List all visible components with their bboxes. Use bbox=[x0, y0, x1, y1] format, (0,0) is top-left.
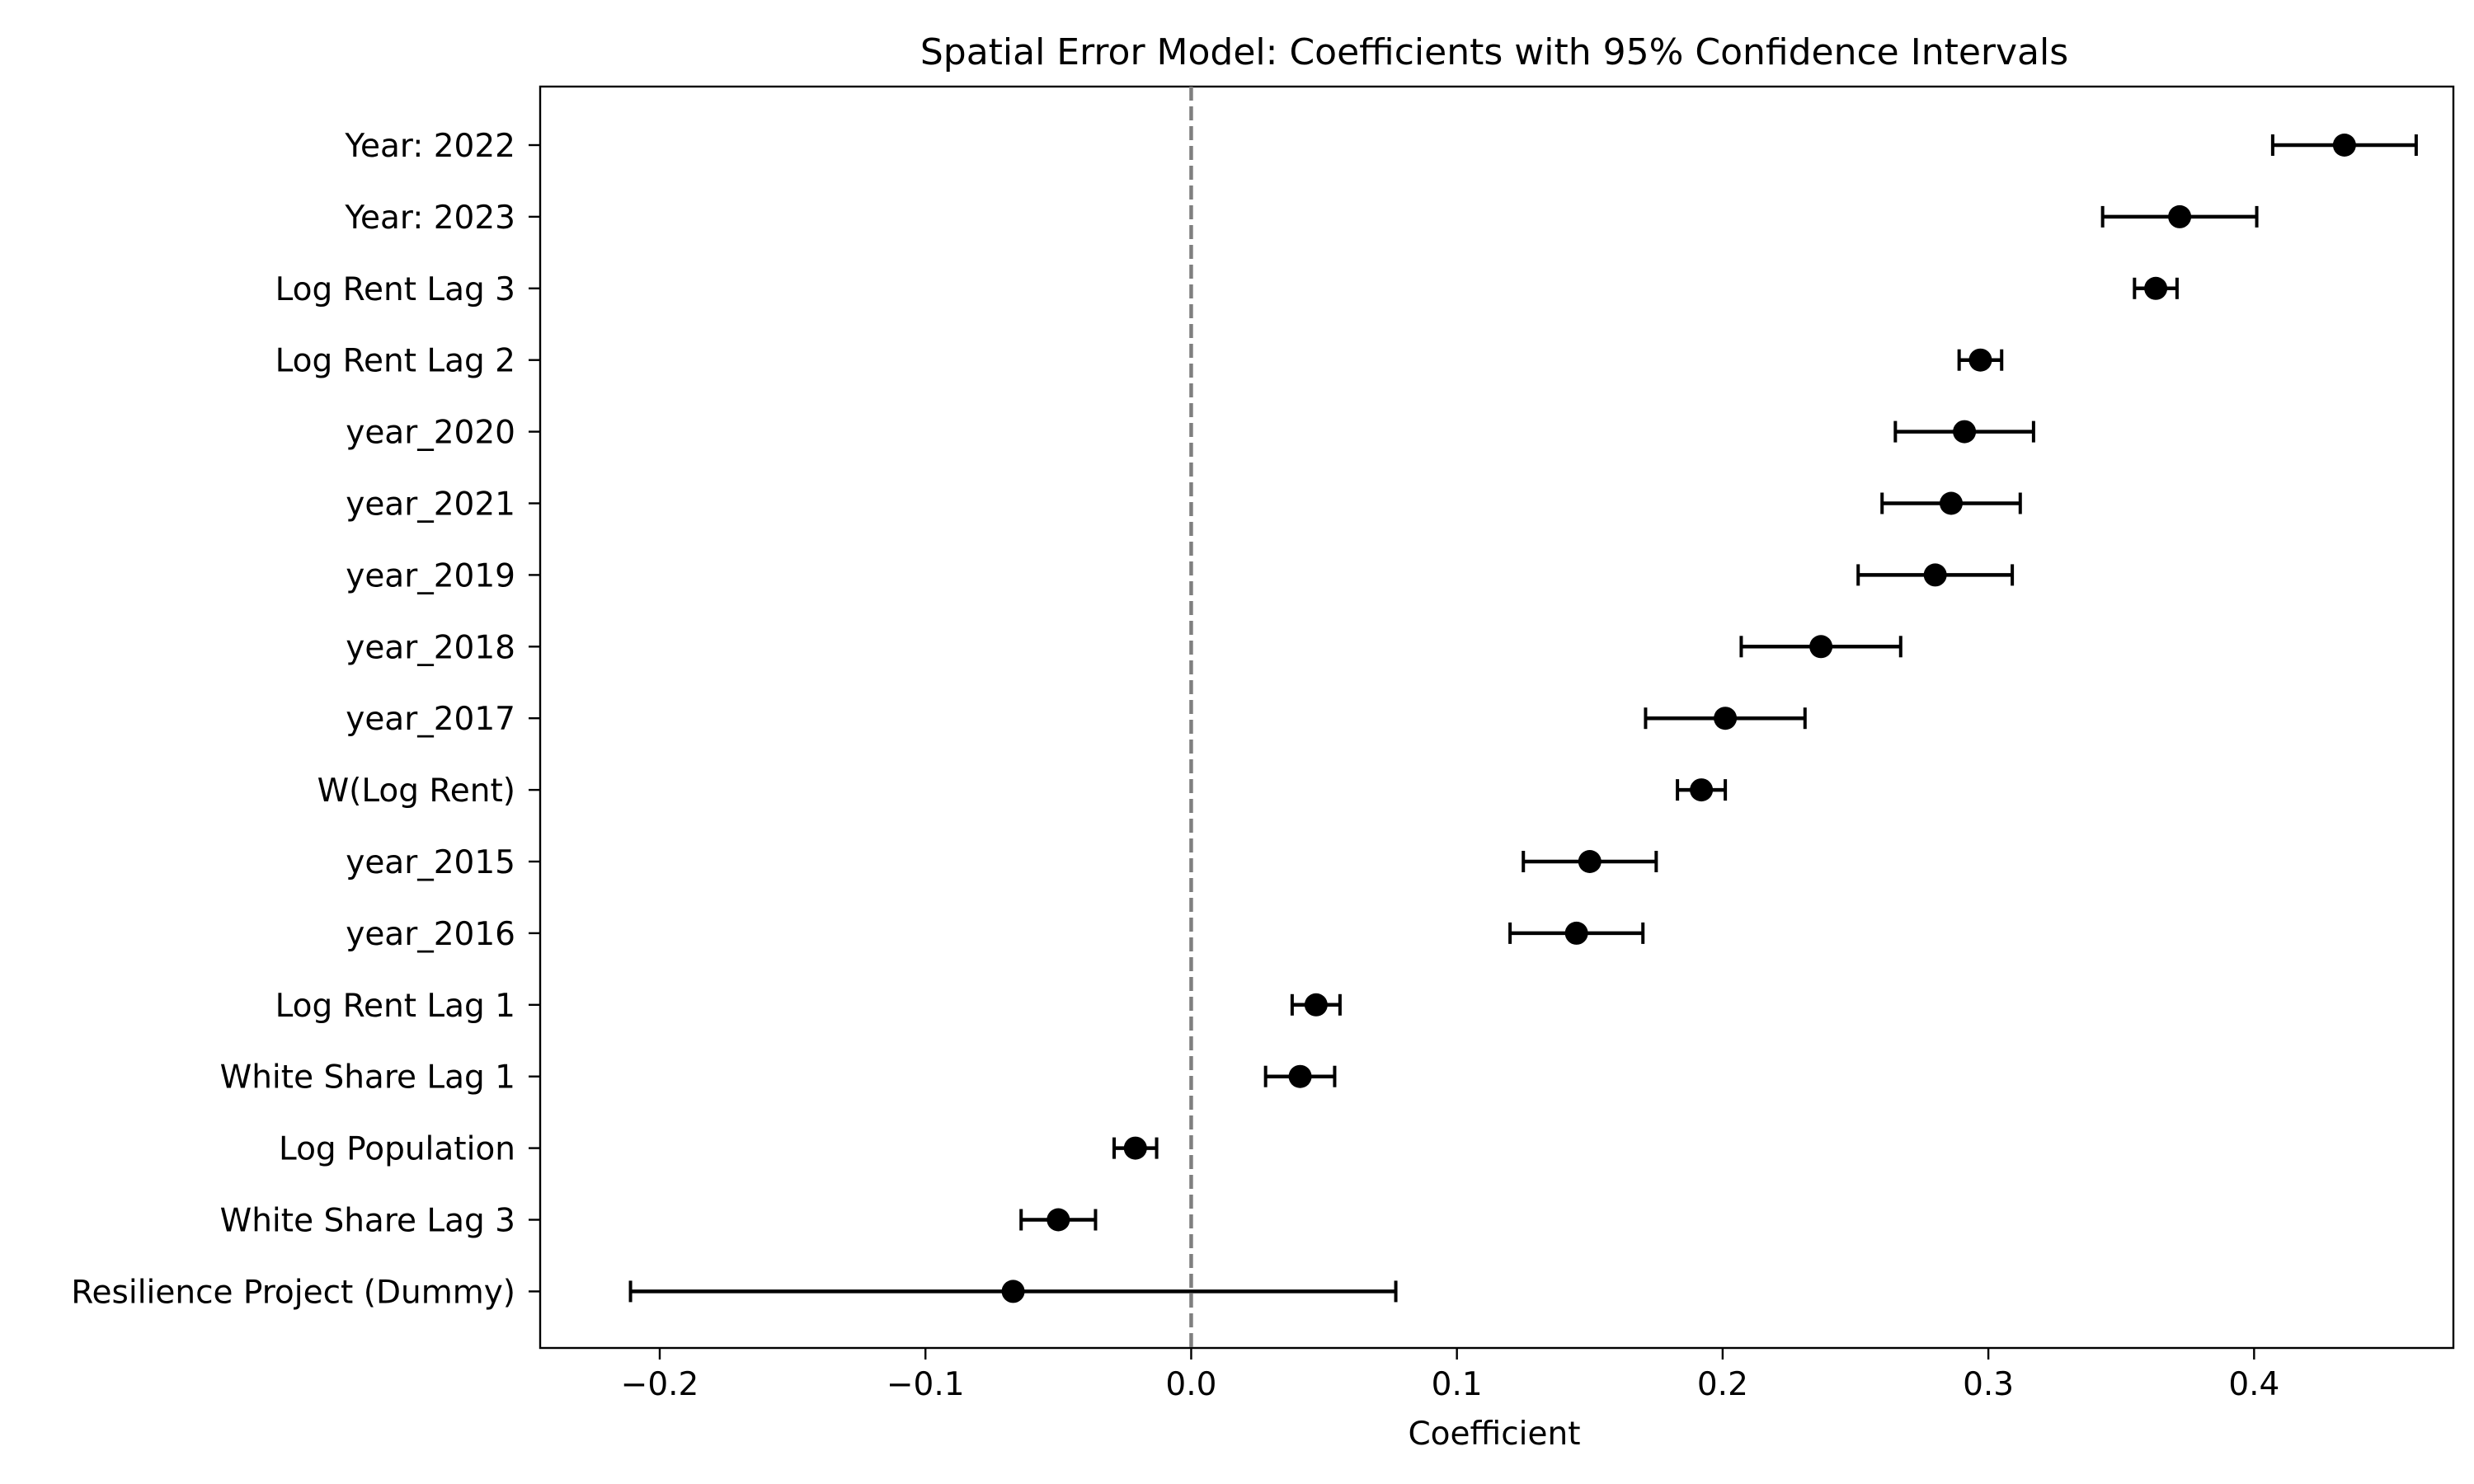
y-tick-label: year_2018 bbox=[346, 629, 515, 666]
coefficient-row bbox=[2133, 276, 2179, 300]
coefficient-row bbox=[2100, 204, 2259, 228]
plot-area bbox=[529, 85, 2455, 1360]
y-tick-label: White Share Lag 3 bbox=[220, 1203, 515, 1240]
coefficient-point bbox=[1968, 348, 1992, 372]
coefficient-point bbox=[1809, 635, 1833, 659]
coefficient-point bbox=[1953, 420, 1977, 444]
coefficient-point bbox=[1690, 778, 1714, 802]
y-tick-label: Log Rent Lag 1 bbox=[275, 988, 515, 1025]
coefficient-row bbox=[1522, 850, 1658, 873]
y-tick-label: W(Log Rent) bbox=[317, 773, 515, 810]
y-tick-label: White Share Lag 1 bbox=[220, 1059, 515, 1097]
coefficient-row bbox=[1112, 1136, 1159, 1160]
y-tick-label: Log Rent Lag 3 bbox=[275, 271, 515, 308]
coefficient-point bbox=[1940, 491, 1963, 515]
y-axis-tick-labels: Year: 2022 Year: 2023 Log Rent Lag 3 Log Re… bbox=[71, 128, 515, 1311]
coefficient-row bbox=[1263, 1064, 1337, 1088]
coefficient-row bbox=[1739, 635, 1903, 659]
x-tick-label: 0.1 bbox=[1432, 1366, 1483, 1403]
coefficient-point bbox=[1923, 563, 1947, 587]
y-tick-label: year_2016 bbox=[346, 916, 515, 953]
y-tick-label: year_2021 bbox=[346, 486, 515, 524]
y-tick-label: Year: 2022 bbox=[344, 128, 515, 165]
x-axis-tick-labels: −0.2 −0.1 0.0 0.1 0.2 0.3 0.4 bbox=[621, 1366, 2280, 1403]
coefficient-row bbox=[1957, 348, 2004, 372]
x-tick-label: 0.4 bbox=[2228, 1366, 2279, 1403]
chart-title: Spatial Error Model: Coefficients with 9… bbox=[920, 31, 2068, 73]
y-tick-label: year_2020 bbox=[346, 415, 515, 452]
coefficient-row bbox=[1856, 563, 2015, 587]
x-tick-label: 0.2 bbox=[1697, 1366, 1748, 1403]
coefficient-point bbox=[1001, 1280, 1025, 1303]
coefficient-point bbox=[2144, 276, 2168, 300]
coefficient-row bbox=[1676, 778, 1728, 802]
coefficient-row bbox=[628, 1280, 1398, 1303]
coefficient-row bbox=[2270, 134, 2418, 157]
coefficient-point bbox=[1047, 1208, 1070, 1232]
x-tick-label: 0.3 bbox=[1963, 1366, 2014, 1403]
y-tick-label: Log Population bbox=[279, 1131, 515, 1168]
x-tick-label: 0.0 bbox=[1165, 1366, 1216, 1403]
coefficient-point bbox=[1123, 1136, 1147, 1160]
coefficient-row bbox=[1644, 707, 1807, 730]
y-tick-label: Year: 2023 bbox=[344, 200, 515, 237]
y-tick-label: year_2017 bbox=[346, 701, 515, 738]
y-tick-label: Resilience Project (Dummy) bbox=[71, 1274, 515, 1311]
coefficient-point bbox=[1304, 993, 1328, 1017]
coefficient-point bbox=[1714, 707, 1738, 730]
y-tick-label: year_2015 bbox=[346, 844, 515, 881]
coefficient-point bbox=[1578, 850, 1602, 873]
coefficient-row bbox=[1019, 1208, 1098, 1232]
x-axis-label: Coefficient bbox=[1408, 1416, 1580, 1453]
coefficient-point bbox=[1564, 921, 1588, 945]
x-tick-label: −0.2 bbox=[621, 1366, 699, 1403]
y-tick-label: year_2019 bbox=[346, 557, 515, 594]
y-tick-label: Log Rent Lag 2 bbox=[275, 343, 515, 380]
coefficient-point bbox=[1288, 1064, 1312, 1088]
x-tick-label: −0.1 bbox=[887, 1366, 965, 1403]
coefficient-row bbox=[1508, 921, 1645, 945]
coefficient-row bbox=[1880, 491, 2022, 515]
coefficient-row bbox=[1893, 420, 2035, 444]
coefficient-row bbox=[1290, 993, 1342, 1017]
coefficient-point bbox=[2332, 134, 2356, 157]
axes-frame bbox=[539, 85, 2455, 1350]
coefficient-point bbox=[2168, 204, 2192, 228]
